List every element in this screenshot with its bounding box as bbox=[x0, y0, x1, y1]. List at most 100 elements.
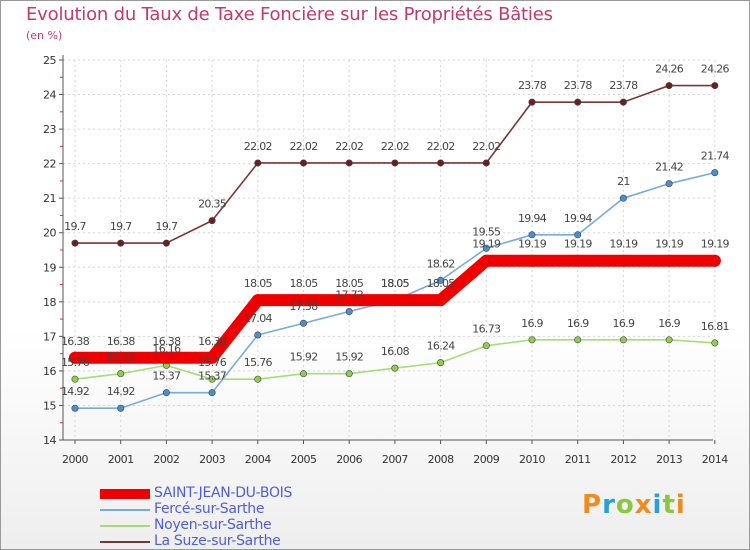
data-point-la-suze-sur-sarthe bbox=[117, 239, 125, 247]
data-label-noyen-sur-sarthe: 16.9 bbox=[658, 317, 680, 330]
data-point-noyen-sur-sarthe bbox=[391, 364, 399, 372]
data-label-saint-jean-du-bois: 16.38 bbox=[61, 335, 90, 348]
data-label-la-suze-sur-sarthe: 23.78 bbox=[609, 79, 638, 92]
data-label-noyen-sur-sarthe: 16.9 bbox=[567, 317, 589, 330]
data-label-noyen-sur-sarthe: 15.92 bbox=[290, 351, 318, 364]
x-tick-label: 2014 bbox=[702, 453, 728, 466]
y-tick-label: 14 bbox=[43, 434, 56, 447]
data-point-saint-jean-du-bois bbox=[434, 294, 447, 307]
data-point-noyen-sur-sarthe bbox=[437, 359, 445, 367]
axes: 14 15 16 17 18 19 20 21 22 23 24 25 2000 2001 2002 2003… bbox=[43, 54, 729, 466]
data-label-saint-jean-du-bois: 19.19 bbox=[564, 238, 593, 251]
data-point-saint-jean-du-bois bbox=[571, 254, 584, 267]
data-point-la-suze-sur-sarthe bbox=[208, 217, 216, 225]
data-point-ferce-sur-sarthe bbox=[711, 169, 719, 177]
data-label-la-suze-sur-sarthe: 22.02 bbox=[381, 140, 409, 153]
data-point-la-suze-sur-sarthe bbox=[482, 159, 490, 167]
data-label-saint-jean-du-bois: 18.05 bbox=[335, 277, 364, 290]
legend-label: SAINT-JEAN-DU-BOIS bbox=[154, 485, 293, 501]
data-label-la-suze-sur-sarthe: 19.7 bbox=[64, 220, 86, 233]
data-label-noyen-sur-sarthe: 16.73 bbox=[472, 323, 501, 336]
data-label-ferce-sur-sarthe: 15.37 bbox=[198, 370, 227, 383]
data-label-noyen-sur-sarthe: 16.81 bbox=[701, 320, 729, 333]
data-label-saint-jean-du-bois: 18.05 bbox=[244, 277, 273, 290]
data-label-saint-jean-du-bois: 18.05 bbox=[290, 277, 319, 290]
legend-swatch bbox=[100, 541, 150, 543]
data-point-ferce-sur-sarthe bbox=[437, 276, 445, 284]
y-tick-label: 23 bbox=[43, 123, 56, 136]
data-label-la-suze-sur-sarthe: 22.02 bbox=[427, 140, 455, 153]
data-point-noyen-sur-sarthe bbox=[345, 370, 353, 378]
x-tick-label: 2008 bbox=[428, 453, 454, 466]
data-point-la-suze-sur-sarthe bbox=[437, 159, 445, 167]
data-point-la-suze-sur-sarthe bbox=[391, 159, 399, 167]
data-label-la-suze-sur-sarthe: 23.78 bbox=[564, 79, 593, 92]
data-label-la-suze-sur-sarthe: 19.7 bbox=[156, 220, 178, 233]
data-point-la-suze-sur-sarthe bbox=[254, 159, 262, 167]
data-label-saint-jean-du-bois: 19.19 bbox=[518, 238, 547, 251]
x-tick-label: 2003 bbox=[199, 453, 225, 466]
logo-letter: i bbox=[652, 490, 663, 520]
data-label-saint-jean-du-bois: 16.38 bbox=[152, 335, 181, 348]
x-tick-label: 2009 bbox=[473, 453, 499, 466]
x-tick-label: 2012 bbox=[610, 453, 636, 466]
x-tick-label: 2011 bbox=[565, 453, 591, 466]
data-label-ferce-sur-sarthe: 14.92 bbox=[107, 385, 135, 398]
data-point-noyen-sur-sarthe bbox=[665, 336, 673, 344]
data-point-ferce-sur-sarthe bbox=[299, 319, 307, 327]
data-point-ferce-sur-sarthe bbox=[254, 331, 262, 339]
data-label-saint-jean-du-bois: 19.19 bbox=[655, 238, 684, 251]
data-label-ferce-sur-sarthe: 17.38 bbox=[290, 300, 319, 313]
data-label-noyen-sur-sarthe: 16.24 bbox=[427, 340, 456, 353]
data-label-noyen-sur-sarthe: 16.16 bbox=[152, 342, 181, 355]
chart-title: Evolution du Taux de Taxe Foncière sur l… bbox=[26, 4, 553, 25]
x-tick-label: 2010 bbox=[519, 453, 545, 466]
data-point-saint-jean-du-bois bbox=[206, 351, 219, 364]
data-label-saint-jean-du-bois: 18.05 bbox=[427, 277, 456, 290]
x-tick-label: 2000 bbox=[62, 453, 88, 466]
data-point-saint-jean-du-bois bbox=[343, 294, 356, 307]
data-label-ferce-sur-sarthe: 17.04 bbox=[244, 312, 273, 325]
logo-letter: i bbox=[675, 490, 686, 520]
legend-label: Noyen-sur-Sarthe bbox=[154, 517, 272, 533]
data-label-saint-jean-du-bois: 19.19 bbox=[701, 238, 730, 251]
data-label-la-suze-sur-sarthe: 22.02 bbox=[244, 140, 272, 153]
data-point-ferce-sur-sarthe bbox=[528, 231, 536, 239]
data-label-saint-jean-du-bois: 19.19 bbox=[609, 238, 638, 251]
data-label-saint-jean-du-bois: 16.38 bbox=[198, 335, 227, 348]
y-tick-label: 21 bbox=[43, 192, 56, 205]
data-label-noyen-sur-sarthe: 15.92 bbox=[107, 351, 135, 364]
x-tick-label: 2006 bbox=[336, 453, 362, 466]
data-point-noyen-sur-sarthe bbox=[619, 336, 627, 344]
x-tick-label: 2001 bbox=[108, 453, 134, 466]
data-labels: 16.38 16.38 16.38 16.38 18.05 18.05 18.05 18.05… bbox=[61, 63, 730, 399]
data-point-saint-jean-du-bois bbox=[617, 254, 630, 267]
series-lines bbox=[69, 82, 721, 412]
data-point-noyen-sur-sarthe bbox=[299, 370, 307, 378]
data-point-noyen-sur-sarthe bbox=[71, 375, 79, 383]
x-tick-label: 2013 bbox=[656, 453, 682, 466]
data-point-ferce-sur-sarthe bbox=[574, 231, 582, 239]
data-point-la-suze-sur-sarthe bbox=[528, 98, 536, 106]
data-label-ferce-sur-sarthe: 19.94 bbox=[564, 212, 593, 225]
data-point-saint-jean-du-bois bbox=[251, 294, 264, 307]
y-tick-label: 25 bbox=[43, 54, 56, 67]
data-point-noyen-sur-sarthe bbox=[117, 370, 125, 378]
logo-letter: x bbox=[634, 490, 653, 520]
data-label-ferce-sur-sarthe: 14.92 bbox=[61, 385, 89, 398]
y-tick-label: 22 bbox=[43, 158, 56, 171]
data-point-noyen-sur-sarthe bbox=[482, 342, 490, 350]
data-point-ferce-sur-sarthe bbox=[619, 194, 627, 202]
logo-letter: t bbox=[662, 490, 676, 520]
legend-swatch bbox=[100, 525, 150, 527]
data-label-la-suze-sur-sarthe: 23.78 bbox=[518, 79, 547, 92]
data-point-ferce-sur-sarthe bbox=[208, 389, 216, 397]
data-label-saint-jean-du-bois: 18.05 bbox=[381, 277, 410, 290]
y-tick-label: 19 bbox=[43, 261, 56, 274]
data-point-la-suze-sur-sarthe bbox=[711, 82, 719, 90]
data-label-ferce-sur-sarthe: 18.62 bbox=[427, 257, 455, 270]
y-unit-label: (en %) bbox=[26, 29, 63, 42]
data-label-ferce-sur-sarthe: 21 bbox=[617, 175, 630, 188]
data-label-noyen-sur-sarthe: 16.08 bbox=[381, 345, 410, 358]
data-point-la-suze-sur-sarthe bbox=[162, 239, 170, 247]
